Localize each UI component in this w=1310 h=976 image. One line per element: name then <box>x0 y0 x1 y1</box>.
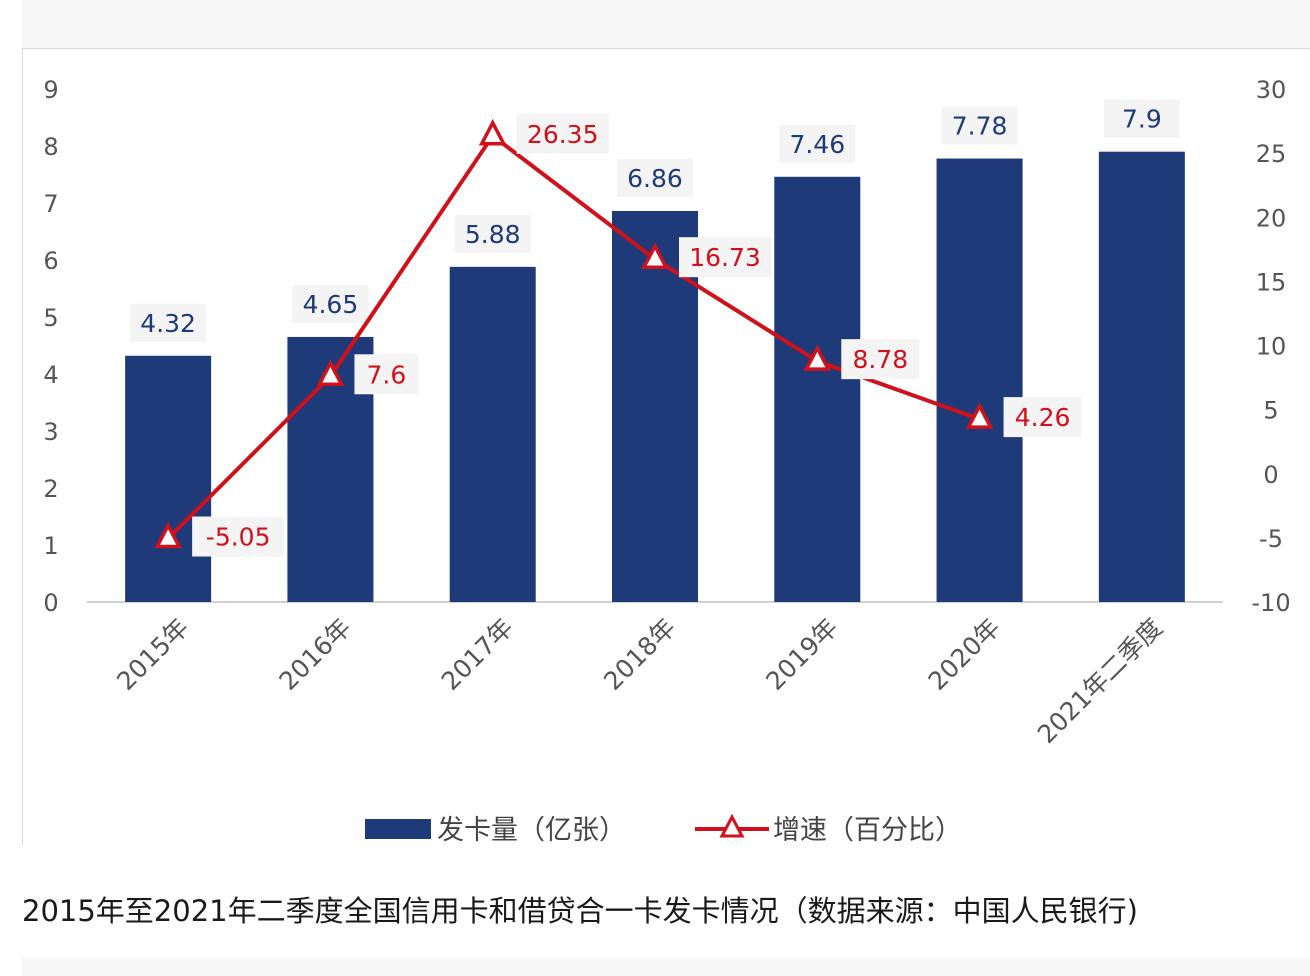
bar-value-label: 4.32 <box>140 309 196 338</box>
bar-label-box <box>779 124 856 163</box>
x-tick-label: 2021年二季度 <box>1032 613 1168 749</box>
line-label-box <box>354 354 419 395</box>
line-value-label: 26.35 <box>527 120 599 149</box>
left-axis-tick-label: 2 <box>43 475 58 503</box>
bar-label-box <box>292 284 369 323</box>
figure-caption: 2015年至2021年二季度全国信用卡和借贷合一卡发卡情况（数据来源：中国人民银… <box>22 894 1138 928</box>
chart-frame: 0 1 2 3 4 5 6 7 8 9 -10 -5 0 5 10 15 20 25 30 4.32 4.65 5.8… <box>22 48 1310 845</box>
bar <box>936 158 1023 602</box>
bar <box>774 176 861 602</box>
bar-value-label: 7.78 <box>952 112 1008 141</box>
bar-label-box <box>941 106 1018 145</box>
bar-label-box <box>454 214 531 253</box>
left-axis-tick-label: 3 <box>43 418 58 446</box>
triangle-marker <box>803 344 832 371</box>
right-axis-tick-label: 5 <box>1263 397 1278 425</box>
top-strip <box>22 0 1310 48</box>
triangle-marker <box>478 119 507 146</box>
legend-triangle-marker <box>719 813 745 838</box>
legend: 发卡量（亿张） 增速（百分比） <box>365 813 962 845</box>
x-tick-label: 2015年 <box>111 613 194 696</box>
left-axis-tick-label: 9 <box>43 76 58 104</box>
bar-value-label: 5.88 <box>465 220 521 249</box>
line-label-box <box>192 516 285 557</box>
line-label-box <box>516 113 609 154</box>
bar <box>449 266 536 602</box>
right-axis-tick-label: -5 <box>1259 525 1283 553</box>
bar-label-box <box>1103 99 1180 138</box>
left-axis-tick-label: 5 <box>43 304 58 332</box>
line-value-label: 7.6 <box>367 360 407 389</box>
line-value-label: 8.78 <box>852 345 908 374</box>
triangle-marker <box>316 359 345 387</box>
x-tick-label: 2018年 <box>598 613 681 696</box>
left-axis-ticks: 0 1 2 3 4 5 6 7 8 9 <box>43 76 58 617</box>
right-axis-tick-label: 30 <box>1256 76 1287 104</box>
line-value-label: 16.73 <box>689 243 761 272</box>
x-tick-label: 2016年 <box>273 613 356 696</box>
bar-value-label: 7.46 <box>789 130 845 159</box>
bar-label-box <box>130 303 207 342</box>
legend-swatch-bar <box>365 819 431 839</box>
x-tick-label: 2020年 <box>923 613 1006 696</box>
right-axis-tick-label: 25 <box>1256 140 1287 168</box>
legend-label-line: 增速（百分比） <box>773 815 962 845</box>
right-axis-tick-label: -10 <box>1251 589 1290 617</box>
bottom-strip <box>22 958 1310 976</box>
right-axis-ticks: -10 -5 0 5 10 15 20 25 30 <box>1251 76 1290 617</box>
x-tick-label: 2019年 <box>760 613 843 696</box>
triangle-marker <box>154 521 183 549</box>
right-axis-tick-label: 0 <box>1263 461 1278 489</box>
bar <box>1098 151 1185 602</box>
line-label-box <box>679 237 771 278</box>
legend-label-bar: 发卡量（亿张） <box>437 815 626 845</box>
triangle-marker <box>641 242 669 269</box>
line-series: -5.05 7.6 26.35 16.73 8.78 4.26 <box>154 113 1082 557</box>
left-axis-tick-label: 8 <box>43 133 58 161</box>
line-label-box <box>1003 397 1082 438</box>
line-value-label: 4.26 <box>1015 403 1071 432</box>
bar-value-label: 7.9 <box>1122 105 1162 134</box>
line-value-label: -5.05 <box>206 523 271 552</box>
left-axis-tick-label: 1 <box>43 532 58 560</box>
line-label-box <box>841 339 920 380</box>
left-axis-tick-label: 4 <box>43 361 58 389</box>
right-axis-tick-label: 20 <box>1256 204 1287 232</box>
x-axis-tick-labels: 2015年 2016年 2017年 2018年 2019年 2020年 2021年二季度 <box>111 613 1168 749</box>
bar-value-label: 6.86 <box>627 164 683 193</box>
left-axis-tick-label: 0 <box>43 589 58 617</box>
bar-label-box <box>617 158 693 197</box>
triangle-marker <box>965 402 994 429</box>
left-axis-tick-label: 7 <box>43 190 58 218</box>
right-axis-tick-label: 15 <box>1256 268 1287 296</box>
left-axis-tick-label: 6 <box>43 247 58 275</box>
x-tick-label: 2017年 <box>436 613 519 696</box>
bar <box>125 355 212 602</box>
right-axis-tick-label: 10 <box>1256 333 1287 361</box>
bar-value-label: 4.65 <box>303 290 359 319</box>
combo-chart: 0 1 2 3 4 5 6 7 8 9 -10 -5 0 5 10 15 20 25 30 4.32 4.65 5.8… <box>43 76 1290 845</box>
